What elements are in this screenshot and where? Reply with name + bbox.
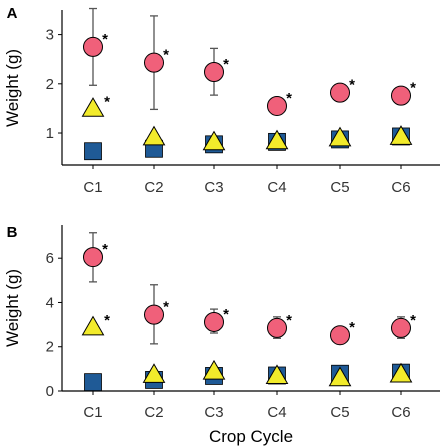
- triangle-point: [265, 129, 289, 150]
- circle-point: [83, 247, 103, 268]
- y-tick-label: 3: [46, 27, 54, 44]
- significance-marker: *: [102, 241, 108, 258]
- triangle-point: [81, 97, 105, 117]
- y-axis-title: Weight (g): [3, 269, 22, 347]
- panel-label: B: [7, 224, 18, 241]
- triangle-point: [81, 315, 105, 336]
- y-tick-label: 1: [46, 125, 54, 142]
- x-tick-label: C1: [83, 179, 102, 196]
- x-axis-title: Crop Cycle: [209, 427, 293, 446]
- triangle-point: [202, 359, 226, 380]
- x-tick-label: C3: [204, 404, 223, 421]
- y-tick-label: 0: [46, 383, 54, 400]
- square-point: [84, 373, 102, 392]
- x-tick-label: C3: [204, 179, 223, 196]
- significance-marker: *: [104, 312, 110, 329]
- y-tick-label: 4: [46, 294, 54, 311]
- significance-marker: *: [223, 306, 229, 323]
- y-tick-label: 2: [46, 339, 54, 356]
- x-tick-label: C6: [391, 179, 410, 196]
- circle-point: [144, 304, 164, 325]
- x-tick-label: C2: [144, 179, 163, 196]
- significance-marker: *: [410, 312, 416, 329]
- panel-label: A: [7, 5, 18, 22]
- circle-point: [330, 82, 350, 103]
- significance-marker: *: [349, 77, 355, 94]
- circle-point: [144, 52, 164, 73]
- x-tick-label: C1: [83, 404, 102, 421]
- significance-marker: *: [286, 312, 292, 329]
- triangle-point: [389, 362, 413, 383]
- significance-marker: *: [410, 80, 416, 97]
- circle-point: [391, 85, 411, 106]
- significance-marker: *: [163, 47, 169, 64]
- circle-point: [83, 36, 103, 57]
- significance-marker: *: [104, 93, 110, 110]
- triangle-point: [142, 363, 166, 383]
- circle-point: [391, 317, 411, 338]
- triangle-point: [389, 125, 413, 145]
- circle-point: [204, 62, 224, 82]
- triangle-point: [142, 125, 166, 146]
- circle-point: [204, 311, 224, 332]
- chart-panel-a: A 1 2 3 C1 C2 C3 C4 C5 C6 Weight (g) * * * * * * *: [3, 5, 440, 196]
- y-tick-label: 6: [46, 250, 54, 267]
- triangle-point: [265, 364, 289, 385]
- significance-marker: *: [163, 299, 169, 316]
- significance-marker: *: [349, 319, 355, 336]
- chart-panel-b: B 0 2 4 6 C1 C2 C3 C4 C5 C6 Weight (g) Crop Cycle * * *…: [3, 224, 440, 446]
- y-axis-title: Weight (g): [3, 49, 22, 127]
- square-point: [84, 142, 102, 161]
- significance-marker: *: [286, 90, 292, 107]
- significance-marker: *: [223, 56, 229, 73]
- x-tick-label: C6: [391, 404, 410, 421]
- x-tick-label: C2: [144, 404, 163, 421]
- significance-marker: *: [102, 31, 108, 48]
- circle-point: [267, 317, 287, 338]
- circle-point: [330, 325, 350, 346]
- triangle-point: [328, 366, 352, 387]
- x-tick-label: C5: [330, 404, 349, 421]
- circle-point: [267, 95, 287, 116]
- triangle-point: [202, 130, 226, 151]
- triangle-point: [328, 126, 352, 147]
- x-tick-label: C4: [267, 179, 286, 196]
- y-tick-label: 2: [46, 76, 54, 93]
- x-tick-label: C4: [267, 404, 286, 421]
- x-tick-label: C5: [330, 179, 349, 196]
